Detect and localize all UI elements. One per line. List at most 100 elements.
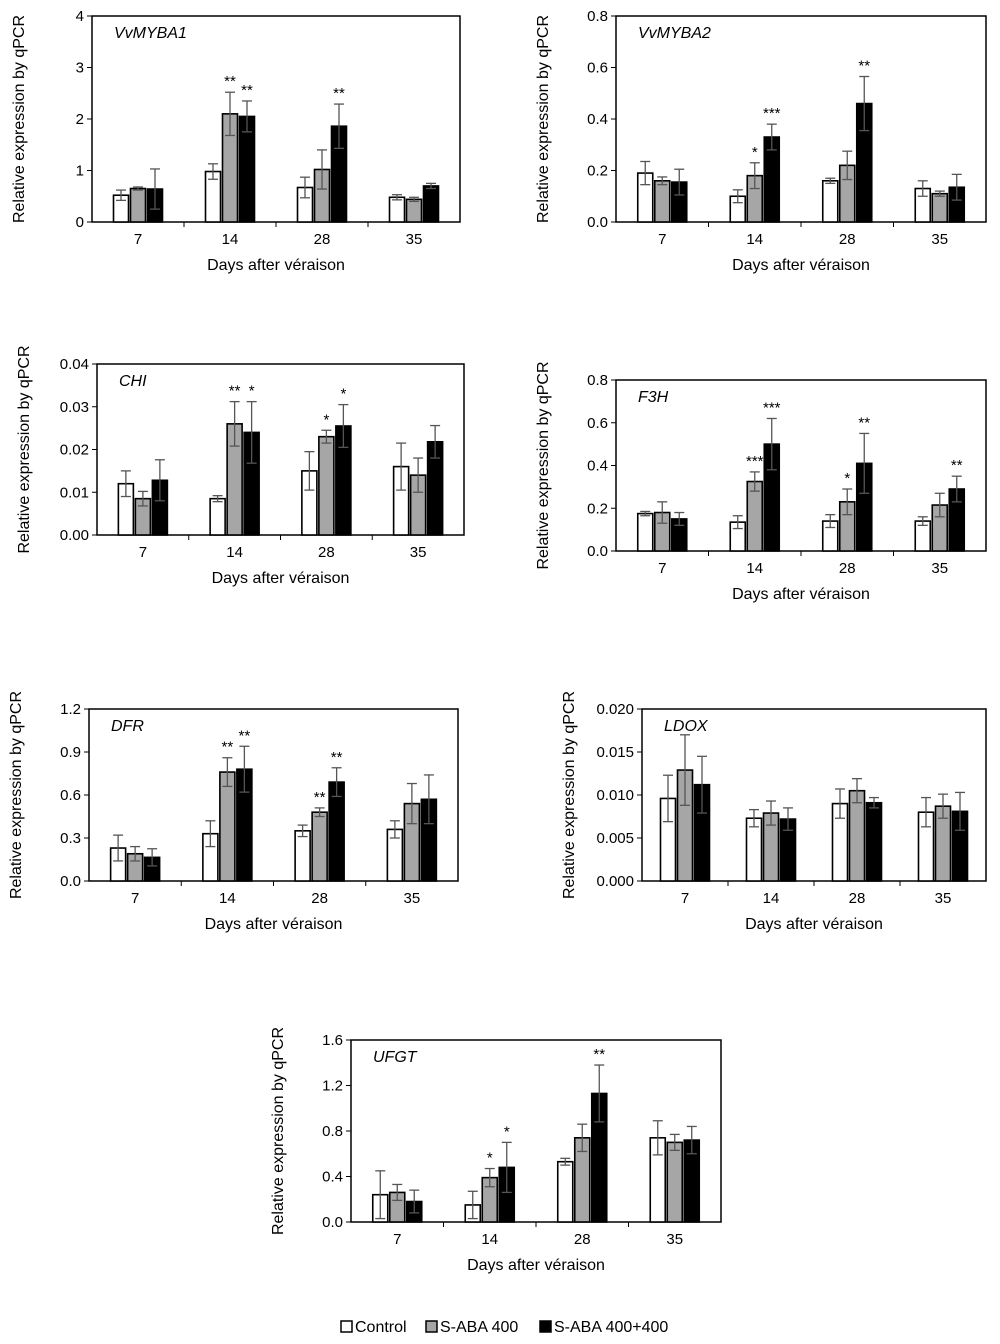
x-tick-label: 28 bbox=[311, 890, 328, 907]
y-tick-label: 4 bbox=[76, 8, 84, 25]
x-tick-label: 35 bbox=[410, 544, 427, 561]
x-tick-label: 14 bbox=[746, 231, 763, 248]
significance-mark: ** bbox=[224, 73, 236, 90]
x-tick-label: 35 bbox=[406, 231, 423, 248]
significance-mark: ** bbox=[222, 739, 234, 756]
bar-s-aba-400 bbox=[219, 771, 236, 882]
significance-mark: ** bbox=[333, 85, 345, 102]
bar-control bbox=[821, 180, 839, 223]
x-tick-label: 35 bbox=[935, 890, 952, 907]
y-tick-label: 0.8 bbox=[587, 372, 608, 389]
x-axis-label: Days after véraison bbox=[732, 257, 870, 274]
bar-control bbox=[388, 196, 406, 223]
significance-mark: * bbox=[340, 386, 346, 403]
y-tick-label: 0.005 bbox=[596, 830, 634, 847]
x-tick-label: 35 bbox=[931, 231, 948, 248]
chart-panel-5: 0.000 0.005 0.010 0.015 0.020 7 14 28 35 Days aft… bbox=[561, 691, 987, 933]
x-axis-label: Days after véraison bbox=[732, 586, 870, 603]
y-tick-label: 0.020 bbox=[596, 701, 634, 718]
bar-control bbox=[745, 817, 763, 882]
y-tick-label: 0.3 bbox=[60, 830, 81, 847]
y-axis-label: Relative expression by qPCR bbox=[270, 1027, 287, 1235]
chart-title: F3H bbox=[638, 389, 669, 406]
y-tick-label: 0.0 bbox=[322, 1214, 343, 1231]
x-tick-label: 7 bbox=[681, 890, 689, 907]
legend-swatch bbox=[340, 1320, 353, 1333]
y-tick-label: 1.2 bbox=[322, 1078, 343, 1095]
x-tick-label: 14 bbox=[481, 1231, 498, 1248]
significance-mark: * bbox=[249, 383, 255, 400]
bar-s-aba-400 bbox=[311, 811, 328, 882]
y-axis-label: Relative expression by qPCR bbox=[8, 691, 25, 899]
chart-title: DFR bbox=[111, 718, 144, 735]
x-tick-label: 28 bbox=[839, 231, 856, 248]
bar-s-aba-400 bbox=[318, 435, 335, 536]
significance-mark: * bbox=[487, 1150, 493, 1167]
legend-swatch bbox=[539, 1320, 552, 1333]
x-tick-label: 7 bbox=[658, 560, 666, 577]
chart-panel-3: 0.0 0.2 0.4 0.6 0.8 7 14 28 35 Days after véraiso… bbox=[535, 361, 987, 603]
x-axis-label: Days after véraison bbox=[205, 916, 343, 933]
significance-mark: * bbox=[323, 411, 329, 428]
bar-s-aba-400 bbox=[405, 198, 423, 223]
legend-label: S-ABA 400+400 bbox=[554, 1319, 668, 1336]
y-tick-label: 0.2 bbox=[587, 163, 608, 180]
significance-mark: ** bbox=[239, 727, 251, 744]
y-tick-label: 0.4 bbox=[322, 1169, 343, 1186]
y-tick-label: 0.2 bbox=[587, 500, 608, 517]
significance-mark: *** bbox=[763, 399, 781, 416]
significance-mark: *** bbox=[763, 105, 781, 122]
y-tick-label: 0.6 bbox=[587, 415, 608, 432]
y-tick-label: 0.6 bbox=[587, 60, 608, 77]
x-tick-label: 7 bbox=[393, 1231, 401, 1248]
significance-mark: ** bbox=[858, 58, 870, 75]
y-tick-label: 0.000 bbox=[596, 873, 634, 890]
y-tick-label: 0.6 bbox=[60, 787, 81, 804]
chart-panel-4: 0.0 0.3 0.6 0.9 1.2 7 14 28 35 Days after véraiso… bbox=[8, 691, 459, 933]
x-tick-label: 28 bbox=[318, 544, 335, 561]
significance-mark: ** bbox=[951, 457, 963, 474]
x-tick-label: 14 bbox=[763, 890, 780, 907]
y-tick-label: 0.01 bbox=[60, 484, 89, 501]
chart-panels: 0 1 2 3 4 7 14 28 35 Days after véraison Relative … bbox=[8, 8, 987, 1274]
x-tick-label: 28 bbox=[574, 1231, 591, 1248]
chart-title: VvMYBA2 bbox=[638, 25, 711, 42]
y-tick-label: 0.4 bbox=[587, 111, 608, 128]
y-tick-label: 0.03 bbox=[60, 399, 89, 416]
legend-label: S-ABA 400 bbox=[440, 1319, 518, 1336]
bar-s-aba-400 bbox=[848, 789, 866, 882]
x-tick-label: 35 bbox=[666, 1231, 683, 1248]
x-axis-label: Days after véraison bbox=[467, 1257, 605, 1274]
chart-title: VvMYBA1 bbox=[114, 25, 187, 42]
y-tick-label: 0 bbox=[76, 214, 84, 231]
x-tick-label: 28 bbox=[314, 231, 331, 248]
x-tick-label: 7 bbox=[139, 544, 147, 561]
x-tick-label: 14 bbox=[746, 560, 763, 577]
bar-s-aba-400 bbox=[666, 1141, 684, 1223]
y-tick-label: 0.02 bbox=[60, 442, 89, 459]
bar-control bbox=[556, 1160, 574, 1223]
y-tick-label: 0.010 bbox=[596, 787, 634, 804]
legend: Control S-ABA 400 S-ABA 400+400 bbox=[340, 1319, 668, 1336]
chart-title: LDOX bbox=[664, 718, 709, 735]
x-tick-label: 28 bbox=[849, 890, 866, 907]
y-tick-label: 0.00 bbox=[60, 527, 89, 544]
chart-panel-2: 0.00 0.01 0.02 0.03 0.04 7 14 28 35 Days after vé… bbox=[16, 345, 465, 587]
y-tick-label: 0.015 bbox=[596, 744, 634, 761]
x-tick-label: 14 bbox=[226, 544, 243, 561]
bar-s-aba-400-400 bbox=[422, 185, 440, 223]
significance-mark: ** bbox=[593, 1046, 605, 1063]
y-tick-label: 0.8 bbox=[322, 1123, 343, 1140]
x-tick-label: 7 bbox=[658, 231, 666, 248]
y-tick-label: 3 bbox=[76, 60, 84, 77]
x-axis-label: Days after véraison bbox=[207, 257, 345, 274]
x-tick-label: 28 bbox=[839, 560, 856, 577]
y-tick-label: 0.9 bbox=[60, 744, 81, 761]
bar-s-aba-400-400 bbox=[865, 801, 883, 882]
bar-control bbox=[294, 830, 311, 882]
y-axis-label: Relative expression by qPCR bbox=[535, 361, 552, 569]
bar-s-aba-400 bbox=[129, 187, 147, 223]
significance-mark: ** bbox=[314, 789, 326, 806]
legend-label: Control bbox=[355, 1319, 407, 1336]
